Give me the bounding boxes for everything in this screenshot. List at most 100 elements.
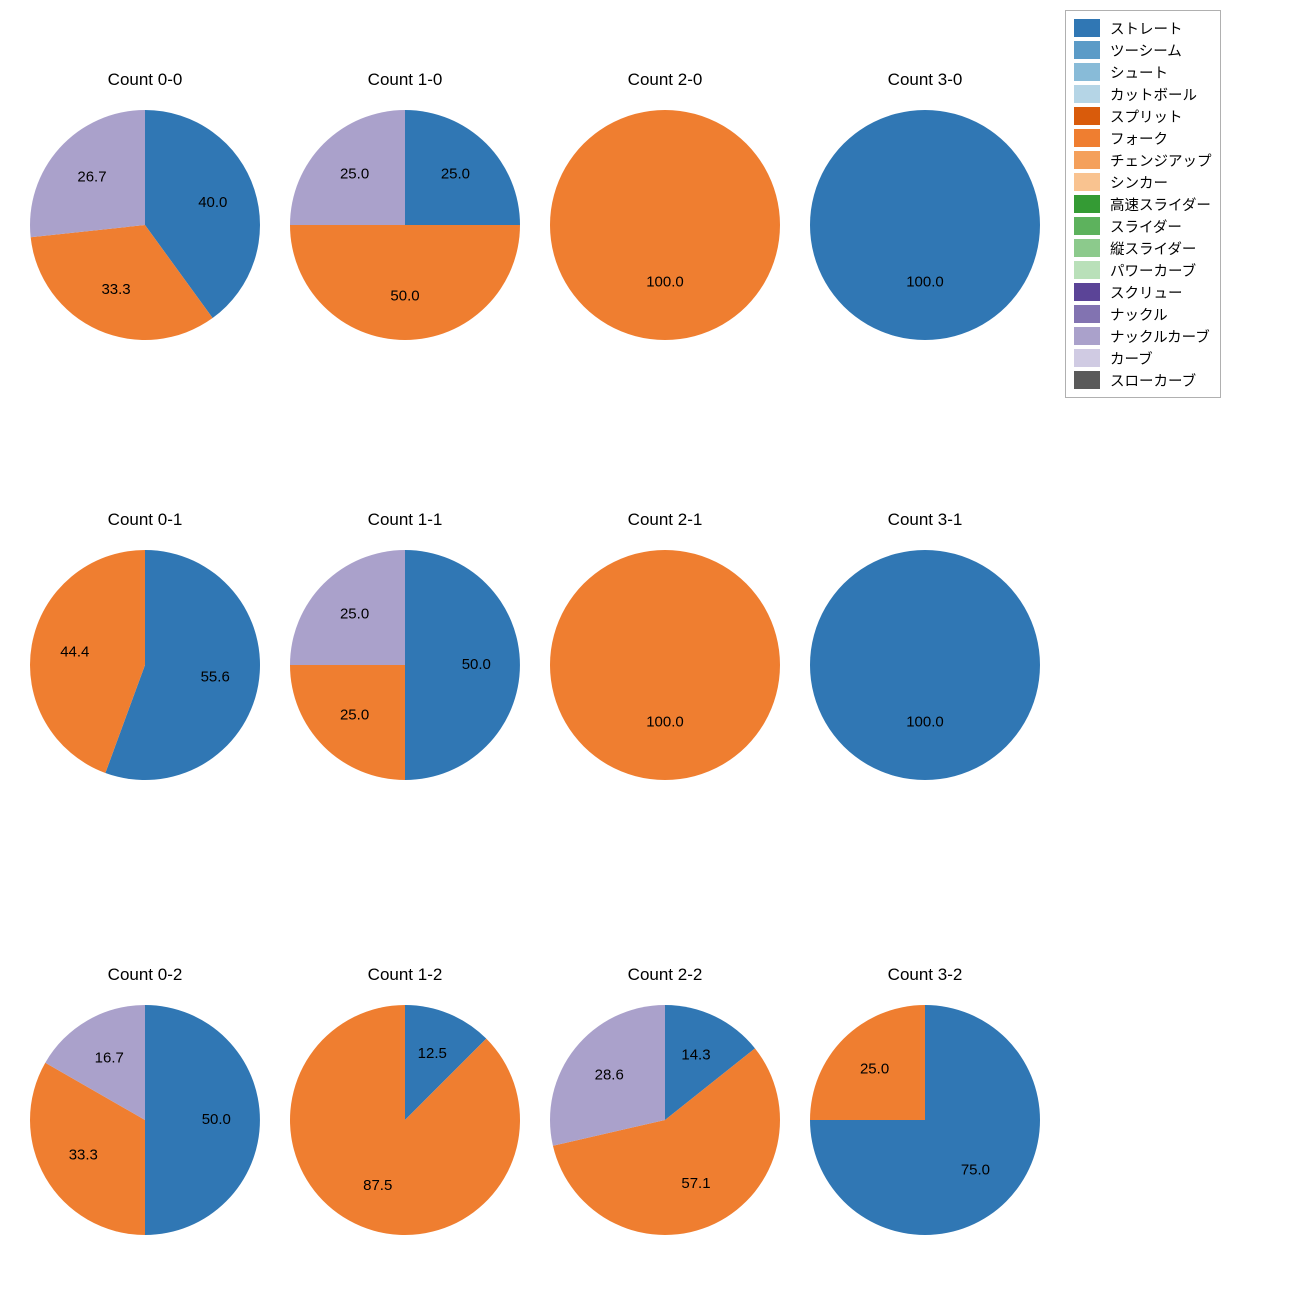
legend-item: シュート [1074, 61, 1212, 83]
slice-label: 75.0 [961, 1161, 990, 1178]
pie-slice [550, 550, 780, 780]
pie-title: Count 1-1 [368, 510, 443, 530]
pie-slice [810, 550, 1040, 780]
legend-label: パワーカーブ [1110, 260, 1196, 281]
legend-swatch [1074, 107, 1100, 125]
legend-item: スローカーブ [1074, 369, 1212, 391]
legend-swatch [1074, 349, 1100, 367]
slice-label: 50.0 [462, 656, 491, 673]
legend-label: スプリット [1110, 106, 1183, 127]
pie-title: Count 1-0 [368, 70, 443, 90]
slice-label: 25.0 [441, 166, 470, 183]
slice-label: 87.5 [363, 1177, 392, 1194]
pie-chart: 100.0 [546, 546, 784, 784]
legend-label: チェンジアップ [1110, 150, 1212, 171]
slice-label: 25.0 [340, 166, 369, 183]
pie-title: Count 3-2 [888, 965, 963, 985]
pie-title: Count 3-1 [888, 510, 963, 530]
legend-item: シンカー [1074, 171, 1212, 193]
slice-label: 14.3 [681, 1047, 710, 1064]
legend: ストレートツーシームシュートカットボールスプリットフォークチェンジアップシンカー… [1065, 10, 1221, 398]
legend-item: パワーカーブ [1074, 259, 1212, 281]
legend-label: スクリュー [1110, 282, 1183, 303]
legend-label: ストレート [1110, 18, 1183, 39]
pie-title: Count 2-0 [628, 70, 703, 90]
pie-slice [290, 225, 520, 340]
pie-chart: 55.644.4 [26, 546, 264, 784]
slice-label: 100.0 [906, 273, 944, 290]
pie-chart: 100.0 [806, 546, 1044, 784]
pie-title: Count 0-2 [108, 965, 183, 985]
legend-item: スプリット [1074, 105, 1212, 127]
legend-swatch [1074, 261, 1100, 279]
pie-chart: 25.0 50.0 25.0 [286, 106, 524, 344]
slice-label: 40.0 [198, 194, 227, 211]
legend-swatch [1074, 371, 1100, 389]
legend-swatch [1074, 41, 1100, 59]
pie-chart: 100.0 [546, 106, 784, 344]
legend-swatch [1074, 173, 1100, 191]
legend-label: シンカー [1110, 172, 1168, 193]
legend-label: シュート [1110, 62, 1168, 83]
legend-swatch [1074, 129, 1100, 147]
legend-swatch [1074, 63, 1100, 81]
legend-swatch [1074, 217, 1100, 235]
pie-chart: 50.025.025.0 [286, 546, 524, 784]
legend-label: スローカーブ [1110, 370, 1196, 391]
legend-swatch [1074, 327, 1100, 345]
legend-swatch [1074, 85, 1100, 103]
legend-item: チェンジアップ [1074, 149, 1212, 171]
legend-item: ナックル [1074, 303, 1212, 325]
pie-slice [550, 110, 780, 340]
slice-label: 100.0 [646, 273, 684, 290]
slice-label: 44.4 [60, 643, 89, 660]
pie-chart: 50.0 33.3 16.7 [26, 1001, 264, 1239]
slice-label: 57.1 [681, 1175, 710, 1192]
legend-item: ストレート [1074, 17, 1212, 39]
pie-slice [290, 1005, 520, 1235]
pie-title: Count 1-2 [368, 965, 443, 985]
legend-label: スライダー [1110, 216, 1182, 237]
legend-swatch [1074, 19, 1100, 37]
legend-item: ナックルカーブ [1074, 325, 1212, 347]
slice-label: 33.3 [69, 1147, 98, 1164]
legend-swatch [1074, 283, 1100, 301]
legend-item: ツーシーム [1074, 39, 1212, 61]
pie-title: Count 2-2 [628, 965, 703, 985]
slice-label: 16.7 [95, 1049, 124, 1066]
legend-item: カットボール [1074, 83, 1212, 105]
slice-label: 26.7 [77, 168, 106, 185]
slice-label: 28.6 [595, 1067, 624, 1084]
pie-chart: 14.3 57.1 28.6 [546, 1001, 784, 1239]
slice-label: 50.0 [390, 287, 419, 304]
pie-slice [810, 110, 1040, 340]
pie-chart: 100.0 [806, 106, 1044, 344]
legend-item: 高速スライダー [1074, 193, 1212, 215]
slice-label: 50.0 [202, 1111, 231, 1128]
pie-chart: 40.0 33.3 26.7 [26, 106, 264, 344]
legend-swatch [1074, 305, 1100, 323]
legend-label: 高速スライダー [1110, 194, 1211, 215]
legend-label: ツーシーム [1110, 40, 1182, 61]
legend-label: フォーク [1110, 128, 1168, 149]
slice-label: 100.0 [906, 713, 944, 730]
legend-swatch [1074, 239, 1100, 257]
pie-title: Count 3-0 [888, 70, 963, 90]
legend-label: 縦スライダー [1110, 238, 1196, 259]
slice-label: 33.3 [101, 281, 130, 298]
pie-chart: 75.0 25.0 [806, 1001, 1044, 1239]
legend-item: スクリュー [1074, 281, 1212, 303]
slice-label: 25.0 [860, 1061, 889, 1078]
legend-label: ナックルカーブ [1110, 326, 1210, 347]
slice-label: 100.0 [646, 713, 684, 730]
slice-label: 25.0 [340, 706, 369, 723]
legend-label: ナックル [1110, 304, 1168, 325]
pie-title: Count 0-0 [108, 70, 183, 90]
legend-label: カーブ [1110, 348, 1153, 369]
legend-item: 縦スライダー [1074, 237, 1212, 259]
pie-chart: 12.5 87.5 [286, 1001, 524, 1239]
slice-label: 12.5 [418, 1045, 447, 1062]
legend-label: カットボール [1110, 84, 1197, 105]
legend-item: フォーク [1074, 127, 1212, 149]
legend-swatch [1074, 195, 1100, 213]
